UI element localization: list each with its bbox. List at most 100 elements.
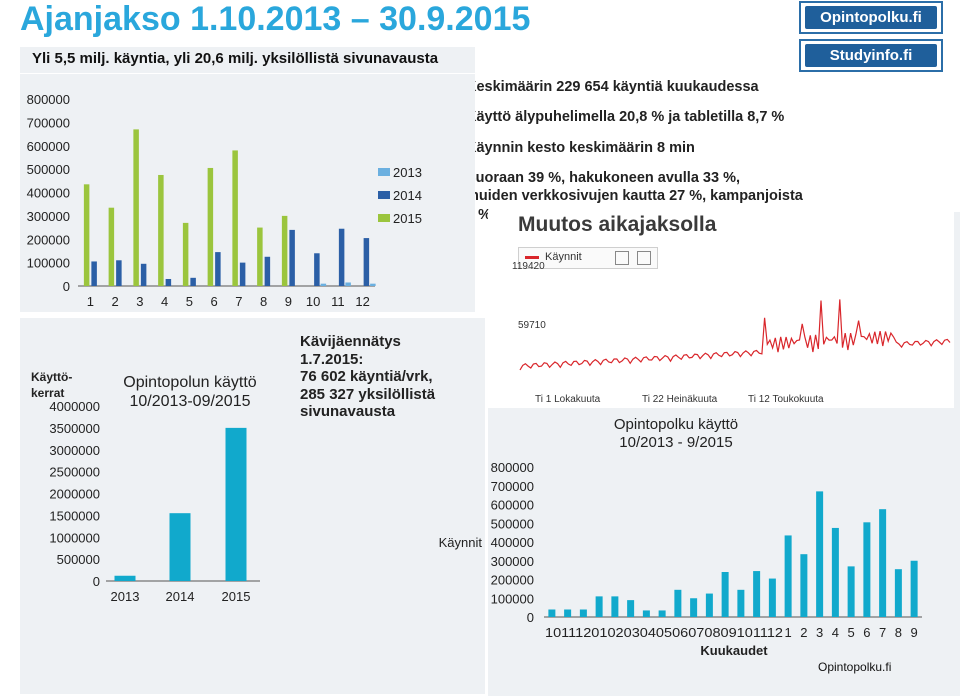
chart2-ytick-label: 1500000 (49, 508, 100, 523)
screenshot-legend: Käynnit (518, 247, 658, 269)
chart1-xtick-label: 7 (235, 294, 242, 309)
stat-average-visits: Keskimäärin 229 654 käyntiä kuukaudessa (466, 79, 759, 95)
chart3-xtick-label: 4 (832, 625, 839, 640)
chart2-ylabel-line1: Käyttö- (31, 370, 72, 384)
chart2-title-line2: 10/2013-09/2015 (130, 393, 251, 410)
chart3-ytick-label: 800000 (491, 460, 534, 475)
chart1-bar-2013 (370, 283, 376, 286)
visitor-record-line3: 76 602 käyntiä/vrk, (300, 368, 433, 385)
stat-sources-line1: Suoraan 39 %, hakukoneen avulla 33 %, (466, 170, 740, 186)
chart1-ytick-label: 700000 (27, 115, 70, 130)
chart1-bar-2014 (289, 229, 295, 286)
chart3-ytick-label: 200000 (491, 573, 534, 588)
chart1-xtick-label: 2 (112, 294, 119, 309)
chart3-xtick-label: 8 (895, 625, 902, 640)
chart3-xtick-labels-combined: 101112010203040506070809101112 (545, 625, 783, 640)
chart2-ytick-label: 2000000 (49, 487, 100, 502)
chart3-ytick-label: 600000 (491, 498, 534, 513)
screenshot-xtick-3: Ti 12 Toukokuuta (748, 394, 824, 405)
page-title: Ajanjakso 1.10.2013 – 30.9.2015 (20, 0, 531, 38)
chart2-title-line1: Opintopolun käyttö (123, 374, 257, 391)
chart1-ytick-label: 800000 (27, 92, 70, 107)
chart1-bar-2014 (140, 263, 147, 286)
chart3-bar (548, 609, 556, 617)
chart3-bar (910, 560, 918, 617)
visitor-record-line1: Kävijäennätys (300, 333, 401, 350)
chart1-legend-label: 2014 (393, 188, 422, 203)
chart1-bar-2015 (83, 184, 90, 286)
chart3-title-line2: 10/2013 - 9/2015 (619, 434, 732, 451)
subtitle-band (20, 47, 475, 73)
chart3-bar (863, 522, 871, 617)
chart3-bar (705, 593, 713, 617)
chart1-bar-2014 (264, 256, 271, 286)
chart3-bar (564, 609, 572, 617)
screenshot-legend-label: Käynnit (545, 251, 582, 263)
chart2-xtick-label: 2015 (222, 589, 251, 604)
chart1-xtick-label: 6 (211, 294, 218, 309)
chart1-bar-2015 (281, 215, 288, 286)
chart3-bar (816, 491, 824, 617)
chart3-bar (753, 571, 761, 617)
source-label: Opintopolku.fi (818, 660, 892, 674)
visitor-record-line4: 285 327 yksilöllistä (300, 385, 436, 403)
chart1-xtick-label: 10 (306, 294, 320, 309)
chart1-bar-2014 (91, 261, 97, 286)
chart2-bar (225, 427, 247, 581)
chart3-bar (831, 527, 839, 617)
chart1-bar-2014 (190, 277, 196, 286)
chart3-bar (800, 554, 808, 617)
chart1-bar-2013 (320, 283, 327, 286)
chart2-bar (114, 575, 136, 581)
chart3-bar (690, 598, 698, 617)
chart1-ytick-label: 600000 (27, 139, 70, 154)
stat-sources-line2: muiden verkkosivujen kautta 27 %, kampan… (466, 188, 803, 204)
chart3-xtick-label: 1 (785, 625, 792, 640)
chart1-bar-2015 (108, 207, 115, 286)
screenshot-title: Muutos aikajaksolla (518, 213, 717, 236)
lower-left-background (20, 318, 485, 694)
chart1-xtick-label: 12 (355, 294, 369, 309)
screenshot-xtick-1: Ti 1 Lokakuuta (535, 394, 601, 405)
chart1-ytick-label: 500000 (27, 162, 70, 177)
chart3-xtick-label: 5 (848, 625, 855, 640)
chart1-bar-2014 (363, 238, 370, 286)
chart1-xtick-label: 5 (186, 294, 193, 309)
chart1-bar-2014 (116, 260, 122, 286)
opintopolku-logo-text: Opintopolku.fi (805, 6, 937, 29)
screenshot-ytick-high: 119420 (512, 261, 545, 272)
motion-chart-icon (637, 251, 651, 265)
screenshot-xtick-2: Ti 22 Heinäkuuta (642, 394, 718, 405)
chart1-bar-2014 (239, 262, 246, 286)
chart1-ytick-label: 400000 (27, 186, 70, 201)
chart3-bar (721, 572, 729, 617)
opintopolku-logo: Opintopolku.fi (799, 1, 943, 34)
chart1-bar-2013 (345, 282, 351, 286)
analytics-screenshot (488, 212, 954, 408)
chart3-bar (595, 596, 603, 617)
chart3-bar (674, 589, 682, 617)
chart1-bar-2015 (158, 174, 164, 286)
chart3-bar (579, 609, 587, 617)
screenshot-visits-path (519, 299, 951, 371)
chart3-bar (847, 566, 855, 617)
chart1-xtick-label: 11 (331, 294, 345, 309)
chart2-ytick-label: 4000000 (49, 399, 100, 414)
chart3-bar (879, 509, 887, 617)
chart1-xtick-label: 3 (136, 294, 143, 309)
chart2-ytick-label: 1000000 (49, 530, 100, 545)
chart3-bar (784, 535, 792, 617)
chart3-bar (737, 589, 745, 617)
chart1-xtick-label: 4 (161, 294, 168, 309)
chart2-ytick-label: 3500000 (49, 421, 100, 436)
chart3-ytick-label: 400000 (491, 535, 534, 550)
chart2-bar (169, 513, 191, 581)
chart1-legend-swatch (378, 168, 390, 176)
chart1-ytick-label: 200000 (27, 232, 70, 247)
chart3-bar (658, 610, 666, 617)
chart1-bar-2015 (232, 150, 238, 286)
stat-mobile-usage: Käyttö älypuhelimella 20,8 % ja tabletil… (466, 109, 785, 125)
chart3-ytick-label: 100000 (491, 591, 534, 606)
screenshot-visits-line (519, 299, 951, 371)
chart1-legend-label: 2013 (393, 165, 422, 180)
